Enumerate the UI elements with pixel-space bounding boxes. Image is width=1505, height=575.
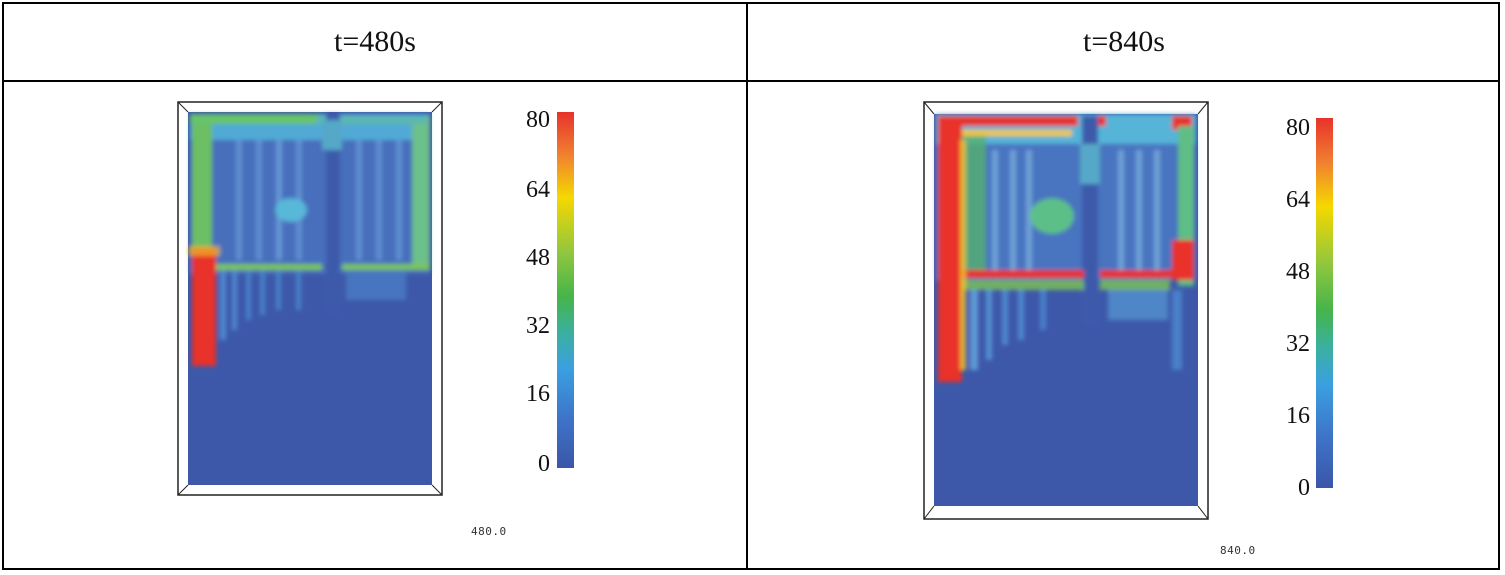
colorbar-t480	[557, 112, 574, 468]
colorbar-tick-48: 48	[526, 245, 550, 271]
time-stamp: 840.0	[1220, 544, 1256, 557]
header-t840: t=840s	[1083, 25, 1165, 58]
header-t480: t=480s	[334, 25, 416, 58]
panel-t840: 80 64 48 32 16 0 840.0	[748, 82, 1500, 568]
colorbar-tick-0: 0	[1298, 475, 1310, 501]
column-divider	[746, 4, 748, 568]
colorbar-tick-16: 16	[1286, 403, 1310, 429]
colorbar-tick-32: 32	[1286, 331, 1310, 357]
colorbar-t840	[1316, 118, 1333, 488]
time-stamp: 480.0	[471, 525, 507, 538]
colorbar-tick-80: 80	[1286, 115, 1310, 141]
colorbar-tick-64: 64	[526, 177, 550, 203]
header-divider	[4, 80, 1498, 82]
panel-t480: 80 64 48 32 16 0 480.0	[4, 82, 746, 568]
colorbar-tick-64: 64	[1286, 187, 1310, 213]
colorbar-tick-32: 32	[526, 313, 550, 339]
colorbar-tick-80: 80	[526, 107, 550, 133]
colorbar-tick-48: 48	[1286, 259, 1310, 285]
colorbar-tick-16: 16	[526, 381, 550, 407]
temperature-contour-t480	[177, 101, 443, 496]
colorbar-tick-0: 0	[538, 451, 550, 477]
temperature-contour-t840	[923, 101, 1209, 520]
